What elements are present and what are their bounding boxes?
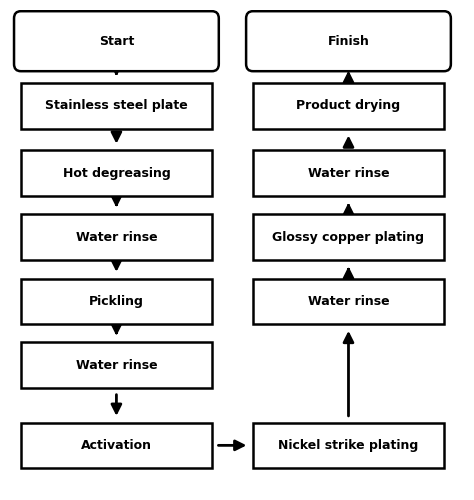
FancyBboxPatch shape [253, 278, 444, 324]
FancyBboxPatch shape [253, 214, 444, 260]
Text: Water rinse: Water rinse [308, 166, 389, 179]
FancyBboxPatch shape [21, 150, 212, 196]
Text: Nickel strike plating: Nickel strike plating [278, 439, 419, 452]
FancyBboxPatch shape [21, 214, 212, 260]
Text: Hot degreasing: Hot degreasing [63, 166, 170, 179]
Text: Water rinse: Water rinse [75, 230, 157, 243]
Text: Activation: Activation [81, 439, 152, 452]
Text: Start: Start [99, 34, 134, 48]
Text: Pickling: Pickling [89, 295, 144, 308]
FancyBboxPatch shape [21, 278, 212, 324]
FancyBboxPatch shape [21, 342, 212, 388]
Text: Glossy copper plating: Glossy copper plating [273, 230, 425, 243]
FancyBboxPatch shape [14, 11, 219, 71]
FancyBboxPatch shape [246, 11, 451, 71]
Text: Water rinse: Water rinse [308, 295, 389, 308]
Text: Finish: Finish [328, 34, 369, 48]
Text: Water rinse: Water rinse [75, 358, 157, 372]
FancyBboxPatch shape [21, 422, 212, 468]
FancyBboxPatch shape [253, 422, 444, 468]
FancyBboxPatch shape [21, 83, 212, 129]
FancyBboxPatch shape [253, 150, 444, 196]
Text: Product drying: Product drying [296, 100, 401, 112]
FancyBboxPatch shape [253, 83, 444, 129]
Text: Stainless steel plate: Stainless steel plate [45, 100, 188, 112]
